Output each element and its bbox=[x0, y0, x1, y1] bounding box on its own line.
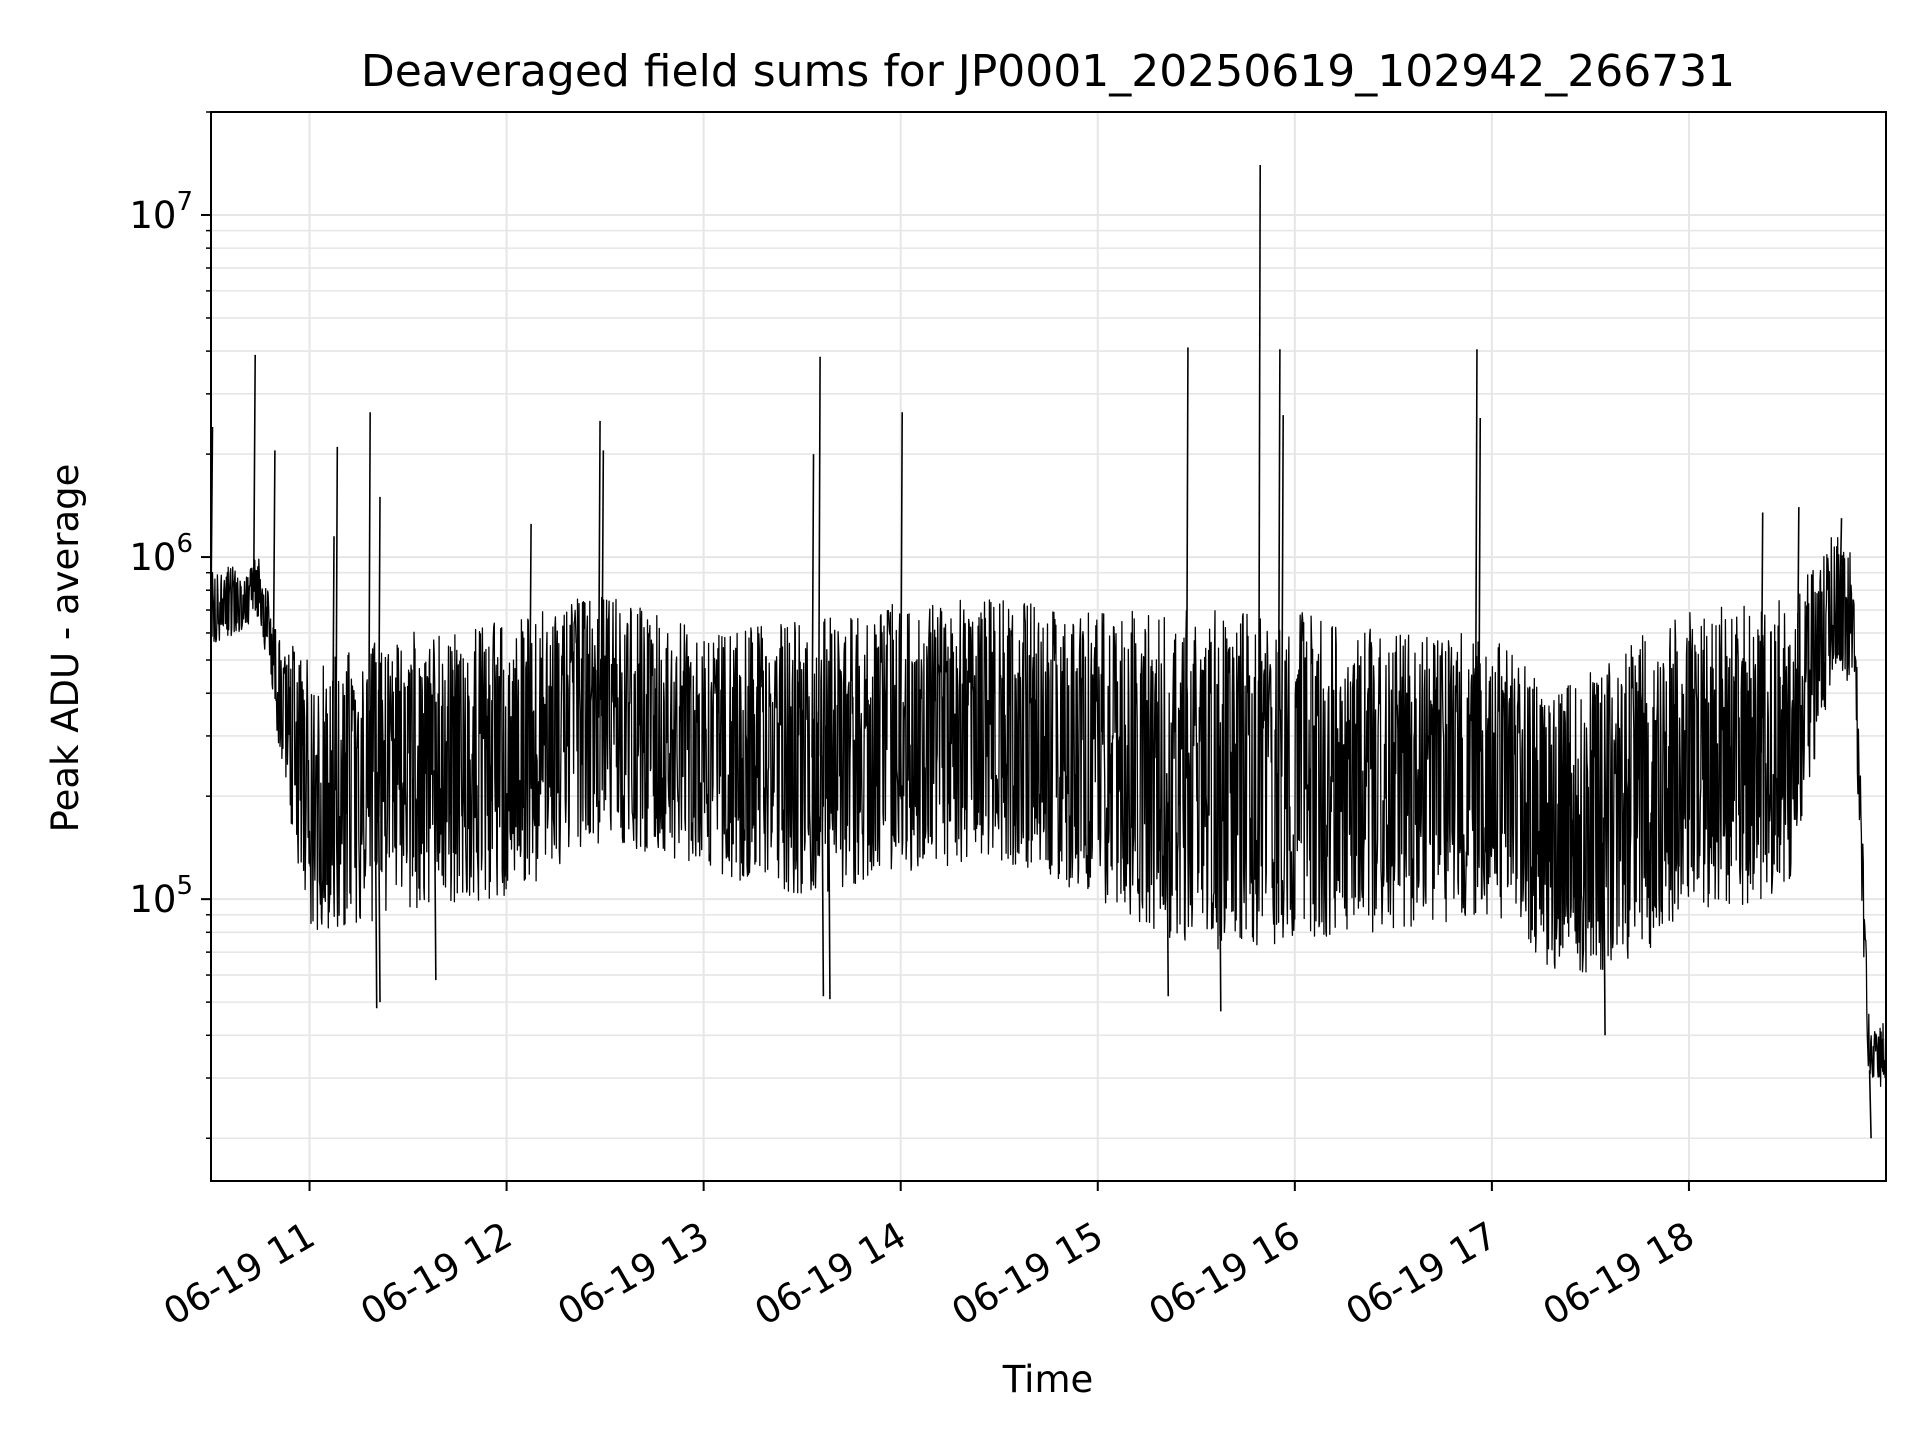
series-spike bbox=[1185, 347, 1189, 779]
series-spike bbox=[252, 354, 256, 592]
series-spike bbox=[377, 496, 381, 781]
series-spike bbox=[1218, 779, 1222, 1012]
series-spike bbox=[377, 780, 381, 1003]
series-spike bbox=[827, 753, 831, 1000]
x-tick-label: 06-19 17 bbox=[1339, 1214, 1505, 1334]
series-spike bbox=[1760, 512, 1764, 753]
series-spike bbox=[433, 770, 437, 981]
series-line bbox=[210, 537, 1887, 1087]
x-tick-label: 06-19 16 bbox=[1142, 1214, 1308, 1334]
series-spike bbox=[899, 412, 904, 736]
y-axis-label: Peak ADU - average bbox=[44, 464, 87, 833]
series-spike bbox=[1796, 507, 1800, 719]
series-spike bbox=[1165, 773, 1170, 997]
y-ticks: 105 106 107 bbox=[129, 111, 211, 1140]
series-spike bbox=[1257, 164, 1261, 778]
series-spike bbox=[1868, 1070, 1872, 1139]
plot-frame bbox=[210, 111, 1887, 1182]
grid bbox=[211, 111, 1886, 1181]
series-spike bbox=[331, 536, 335, 791]
series-spike bbox=[1602, 817, 1606, 1036]
series-spike bbox=[1277, 349, 1281, 777]
x-tick-label: 06-19 14 bbox=[748, 1214, 914, 1334]
x-tick-label: 06-19 11 bbox=[156, 1214, 322, 1334]
series-spike bbox=[374, 781, 378, 1009]
x-axis-label: Time bbox=[1002, 1358, 1094, 1401]
x-tick-label: 06-19 18 bbox=[1536, 1214, 1702, 1334]
x-ticks: 06-19 11 06-19 12 06-19 13 06-19 14 06-19 15… bbox=[156, 1181, 1701, 1334]
y-tick-label: 106 bbox=[129, 529, 193, 579]
series-spike bbox=[811, 454, 815, 758]
series-spike bbox=[1839, 518, 1843, 602]
x-tick-label: 06-19 12 bbox=[354, 1214, 520, 1334]
x-tick-label: 06-19 15 bbox=[945, 1214, 1111, 1334]
y-tick-label: 107 bbox=[129, 187, 193, 237]
series-spike bbox=[1280, 415, 1284, 777]
series bbox=[210, 164, 1887, 1139]
series-spike bbox=[1477, 417, 1482, 776]
series-spike bbox=[335, 446, 339, 791]
x-tick-label: 06-19 13 bbox=[551, 1214, 717, 1334]
series-spike bbox=[367, 412, 371, 783]
series-spike bbox=[1474, 349, 1478, 776]
y-tick-label: 105 bbox=[129, 871, 193, 921]
series-spike bbox=[272, 450, 276, 666]
chart-title: Deaveraged field sums for JP0001_2025061… bbox=[361, 46, 1735, 97]
series-spike bbox=[817, 356, 821, 757]
series-spike bbox=[597, 420, 601, 718]
series-spike bbox=[601, 450, 605, 717]
series-spike bbox=[528, 523, 532, 750]
series-spike bbox=[821, 755, 825, 997]
